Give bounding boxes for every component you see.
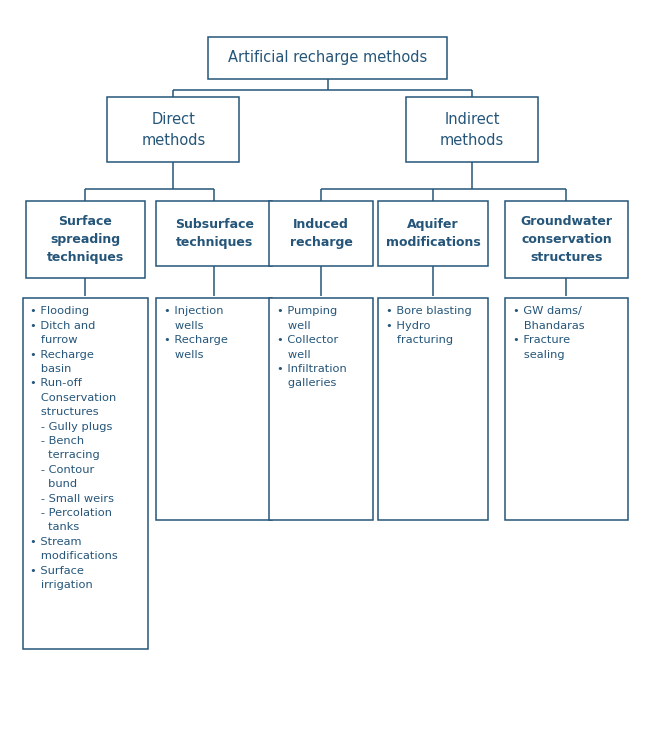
- Text: Groundwater
conservation
structures: Groundwater conservation structures: [521, 216, 612, 264]
- Text: • Flooding
• Ditch and
   furrow
• Recharge
   basin
• Run-off
   Conservation
 : • Flooding • Ditch and furrow • Recharge…: [30, 307, 118, 590]
- Text: Indirect
methods: Indirect methods: [440, 111, 504, 148]
- FancyBboxPatch shape: [269, 298, 373, 520]
- FancyBboxPatch shape: [378, 201, 488, 266]
- FancyBboxPatch shape: [406, 97, 538, 162]
- FancyBboxPatch shape: [107, 97, 240, 162]
- FancyBboxPatch shape: [156, 201, 272, 266]
- Text: • Bore blasting
• Hydro
   fracturing: • Bore blasting • Hydro fracturing: [386, 307, 472, 345]
- Text: Aquifer
modifications: Aquifer modifications: [386, 218, 481, 249]
- Text: Subsurface
techniques: Subsurface techniques: [175, 218, 254, 249]
- FancyBboxPatch shape: [269, 201, 373, 266]
- FancyBboxPatch shape: [378, 298, 488, 520]
- FancyBboxPatch shape: [22, 298, 148, 649]
- FancyBboxPatch shape: [26, 201, 145, 278]
- Text: Direct
methods: Direct methods: [141, 111, 206, 148]
- FancyBboxPatch shape: [208, 37, 447, 78]
- Text: • GW dams/
   Bhandaras
• Fracture
   sealing: • GW dams/ Bhandaras • Fracture sealing: [513, 307, 584, 360]
- Text: • Pumping
   well
• Collector
   well
• Infiltration
   galleries: • Pumping well • Collector well • Infilt…: [277, 307, 346, 389]
- FancyBboxPatch shape: [505, 201, 627, 278]
- Text: Surface
spreading
techniques: Surface spreading techniques: [47, 216, 124, 264]
- Text: Induced
recharge: Induced recharge: [290, 218, 352, 249]
- Text: • Injection
   wells
• Recharge
   wells: • Injection wells • Recharge wells: [164, 307, 227, 360]
- FancyBboxPatch shape: [156, 298, 272, 520]
- FancyBboxPatch shape: [505, 298, 627, 520]
- Text: Artificial recharge methods: Artificial recharge methods: [228, 51, 427, 66]
